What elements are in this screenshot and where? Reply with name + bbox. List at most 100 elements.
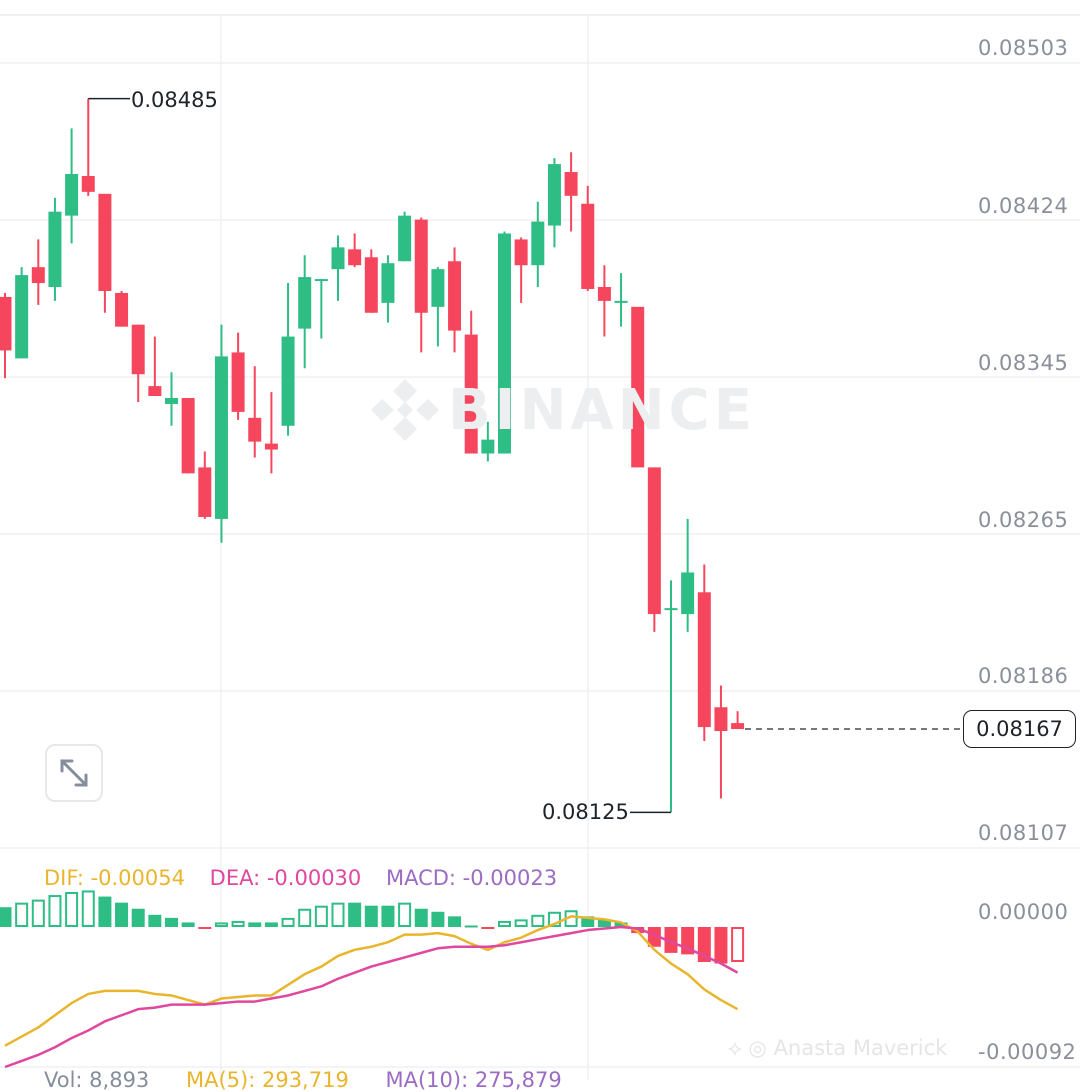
macd-histogram-bar <box>664 927 678 953</box>
candle-body <box>731 723 745 730</box>
macd-histogram-bar <box>348 902 362 927</box>
candle-body <box>281 336 295 426</box>
current-price-value: 0.08167 <box>976 717 1063 741</box>
candle-body <box>264 443 278 450</box>
macd-histogram-bar <box>448 916 462 927</box>
macd-histogram-bar <box>298 908 312 928</box>
macd-histogram-bar <box>581 916 595 927</box>
macd-panel <box>0 890 745 1069</box>
macd-histogram-bar <box>364 905 378 927</box>
candle-body <box>647 467 661 615</box>
macd-histogram-bar <box>131 908 145 927</box>
macd-histogram-bar <box>498 920 511 927</box>
candle-body <box>448 261 462 331</box>
macd-histogram-bar <box>65 892 79 927</box>
candle-body <box>564 172 578 196</box>
macd-histogram-bar <box>148 914 162 927</box>
low-price-label: 0.08125 <box>542 800 629 824</box>
expand-button[interactable] <box>45 744 103 802</box>
candle-body <box>364 257 378 313</box>
macd-histogram-bar <box>314 905 328 928</box>
volume-value: Vol: 8,893 <box>44 1068 150 1092</box>
candle-body <box>81 175 95 192</box>
candle-body <box>231 352 245 412</box>
macd-histogram-bar <box>597 919 611 927</box>
binance-logo-icon <box>371 379 439 441</box>
macd-histogram-bar <box>15 902 29 927</box>
candle-body <box>481 439 495 454</box>
macd-axis-label: 0.00000 <box>978 900 1069 924</box>
high-price-label: 0.08485 <box>131 88 218 112</box>
candle-body <box>531 221 545 266</box>
candle-body <box>31 267 45 284</box>
candle-body <box>664 608 678 611</box>
candle-body <box>148 386 162 397</box>
candle-body <box>464 334 478 454</box>
current-price-badge[interactable]: 0.08167 <box>963 710 1076 748</box>
volume-ma10: MA(10): 275,879 <box>385 1068 562 1092</box>
candle-body <box>198 467 212 517</box>
candle-body <box>65 174 79 216</box>
macd-histogram-bar <box>614 922 628 927</box>
macd-histogram-bar <box>281 917 295 928</box>
macd-histogram-bar <box>248 922 262 927</box>
price-axis-label: 0.08345 <box>978 351 1069 375</box>
candle-body <box>581 203 595 289</box>
candle-body <box>298 277 312 329</box>
macd-histogram-bar <box>464 925 478 928</box>
macd-histogram-bar <box>381 905 395 927</box>
macd-axis-label: -0.00092 <box>978 1040 1077 1064</box>
macd-histogram-bar <box>731 927 745 962</box>
binance-watermark: BINANCE <box>370 375 756 445</box>
candle-body <box>597 287 611 301</box>
candle-body <box>398 215 412 262</box>
price-axis-label: 0.08424 <box>978 194 1069 218</box>
grid <box>0 14 1080 1080</box>
user-watermark: ⟡ ◎ Anasta Maverick <box>728 1036 948 1060</box>
macd-histogram-bar <box>198 927 212 929</box>
macd-histogram-bar <box>514 919 528 927</box>
annotation-lines <box>88 97 963 814</box>
candles <box>0 98 745 813</box>
macd-histogram-bar <box>0 907 12 927</box>
watermark-text: BINANCE <box>448 377 756 443</box>
user-watermark-text: Anasta Maverick <box>773 1036 948 1060</box>
candle-body <box>15 275 29 359</box>
macd-histogram-bar <box>81 890 95 928</box>
macd-histogram-bar <box>431 911 445 927</box>
macd-histogram-bar <box>31 899 45 928</box>
candle-body <box>48 211 62 288</box>
candle-body <box>248 417 262 442</box>
macd-legend: DIF: -0.00054 DEA: -0.00030 MACD: -0.000… <box>44 866 575 890</box>
macd-histogram-bar <box>331 902 345 927</box>
macd-histogram-bar <box>647 927 661 947</box>
dif-legend: DIF: -0.00054 <box>44 866 185 890</box>
candle-body <box>348 249 362 266</box>
dif-line <box>4 915 739 1047</box>
dea-legend: DEA: -0.00030 <box>209 866 362 890</box>
candle-body <box>0 296 12 351</box>
volume-ma5: MA(5): 293,719 <box>185 1068 349 1092</box>
expand-arrows-icon <box>60 759 88 787</box>
candle-body <box>414 219 428 313</box>
candle-body <box>314 279 328 282</box>
macd-histogram-bar <box>264 922 278 927</box>
macd-histogram-bar <box>115 902 129 927</box>
macd-histogram-bar <box>531 914 545 928</box>
dea-line <box>4 925 739 1069</box>
macd-histogram-bar <box>165 917 178 927</box>
candle-body <box>214 356 228 519</box>
candle-body <box>681 572 695 615</box>
candle-body <box>514 239 528 266</box>
candle-body <box>431 269 445 307</box>
price-axis-label: 0.08186 <box>978 664 1069 688</box>
candle-body <box>98 193 112 291</box>
candle-body <box>614 300 628 303</box>
candle-body <box>498 233 511 454</box>
candle-body <box>547 164 561 226</box>
macd-histogram-bar <box>547 911 561 927</box>
candle-body <box>165 398 178 404</box>
candle-body <box>181 398 195 474</box>
macd-histogram-bar <box>398 902 412 927</box>
